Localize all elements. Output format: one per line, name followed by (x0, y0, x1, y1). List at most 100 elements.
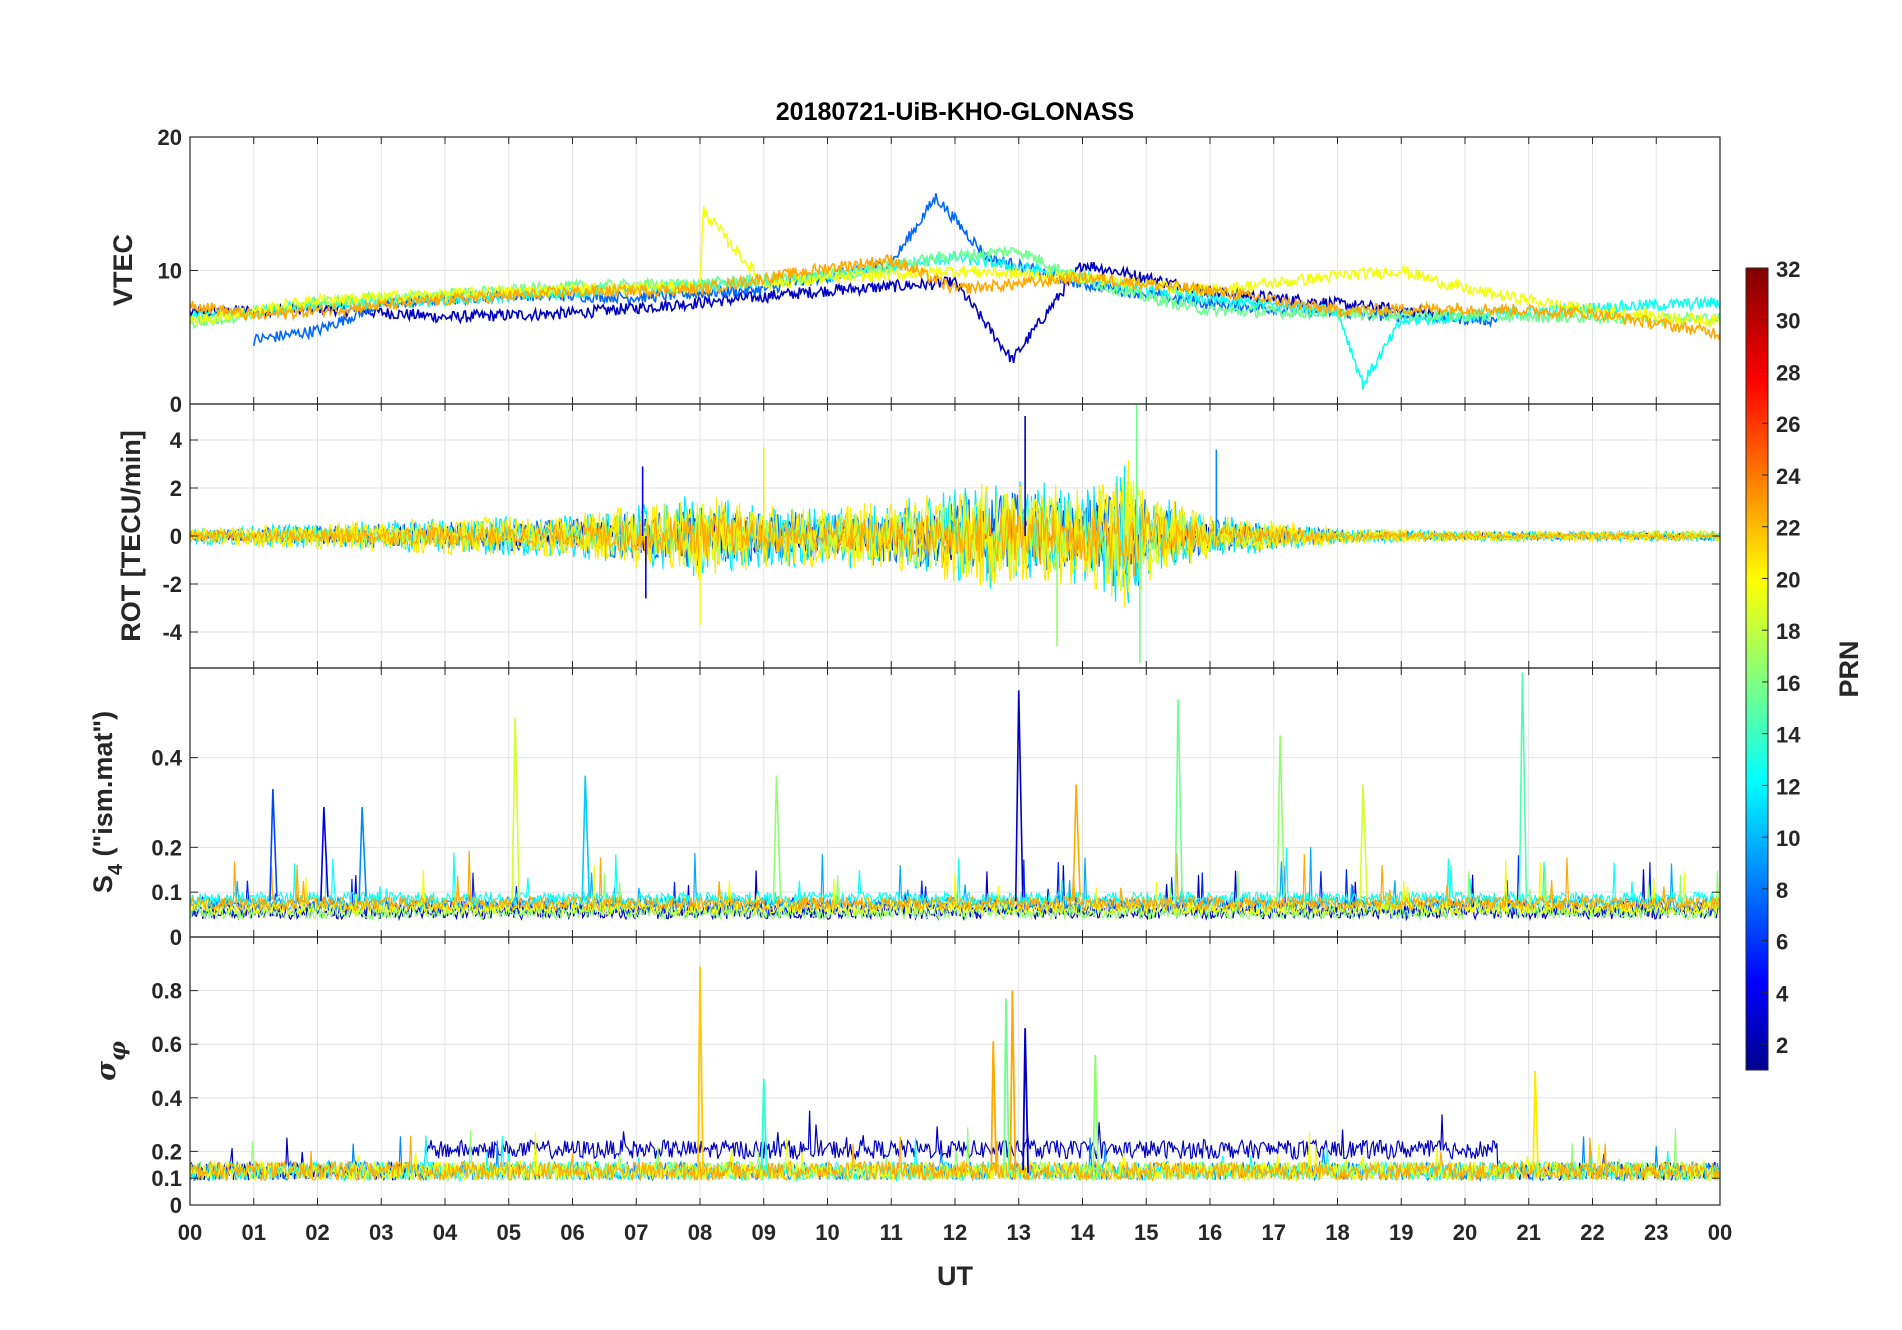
x-tick-label: 19 (1389, 1220, 1413, 1245)
x-tick-label: 17 (1262, 1220, 1286, 1245)
colorbar-label: PRN (1834, 640, 1864, 697)
s4-series-prn-23 (190, 850, 1720, 913)
s4-spike (1014, 690, 1024, 902)
colorbar-tick-label: 32 (1776, 257, 1800, 282)
x-tick-label: 11 (880, 1220, 903, 1245)
sigma-series-prn-3 (190, 1110, 1720, 1182)
y-tick-label: -2 (162, 572, 182, 597)
sigma-spike (1003, 998, 1010, 1173)
x-tick-label: 07 (624, 1220, 648, 1245)
vtec-ylabel: VTEC (108, 234, 138, 306)
vtec-series-prn-13 (190, 250, 1720, 390)
y-tick-label: 0.4 (151, 746, 182, 771)
colorbar-tick-label: 18 (1776, 619, 1800, 644)
vtec-series-prn-3 (190, 261, 1434, 364)
s4-spike (511, 717, 520, 902)
s4-ylabel: S4 ("ism.mat") (88, 711, 127, 893)
x-tick-label: 10 (815, 1220, 839, 1245)
s4-spike (358, 806, 367, 902)
rot-series-prn-23 (190, 500, 1720, 577)
x-tick-label: 21 (1517, 1220, 1541, 1245)
colorbar-tick-label: 10 (1776, 826, 1800, 851)
y-tick-label: 0 (170, 1193, 182, 1218)
vtec-series-prn-8 (253, 193, 1498, 346)
colorbar-tick-label: 12 (1776, 774, 1800, 799)
x-tick-label: 16 (1198, 1220, 1222, 1245)
y-tick-label: 0 (170, 925, 182, 950)
sigma-spike (1022, 1028, 1030, 1173)
y-tick-label: 0.4 (151, 1086, 182, 1111)
vtec-series-prn-20 (190, 206, 1720, 330)
chart-title: 20180721-UiB-KHO-GLONASS (776, 98, 1134, 126)
sigma-spike (990, 1041, 998, 1173)
plot-area-3 (190, 966, 1720, 1183)
x-tick-label: 04 (433, 1220, 458, 1245)
y-tick-label: 10 (158, 259, 182, 284)
grid-2 (190, 668, 1720, 938)
s4-series-prn-3 (190, 865, 1720, 922)
x-tick-label: 00 (178, 1220, 202, 1245)
s4-spike (581, 775, 591, 902)
colorbar-tick-label: 8 (1776, 878, 1788, 903)
y-tick-label: 0 (170, 392, 182, 417)
sigma-phi-panel: 00.10.2 0.4 0.6 0.8 (151, 936, 1721, 1218)
colorbar-tick-label: 30 (1776, 309, 1800, 334)
x-tick-label: 20 (1453, 1220, 1477, 1245)
s4-spike (1276, 735, 1285, 902)
x-tick-label: 22 (1580, 1220, 1604, 1245)
y-tick-label: 4 (170, 428, 183, 453)
x-tick-label: 02 (305, 1220, 329, 1245)
colorbar-tick-label: 26 (1776, 412, 1800, 437)
x-tick-label: 05 (497, 1220, 521, 1245)
x-tick-label: 06 (560, 1220, 584, 1245)
colorbar-gradient (1745, 267, 1769, 1071)
x-axis: 00 01 02 03 04 05 06 07 08 09 10 11 12 13 14 15 16 17 18 19… (178, 1220, 1732, 1245)
vtec-panel: 0 10 20 (158, 125, 1721, 417)
rot-ylabel: ROT [TECU/min] (116, 430, 146, 641)
x-tick-label: 01 (242, 1220, 266, 1245)
s4-spike (320, 806, 329, 902)
sigma-spike (1092, 1054, 1100, 1173)
x-tick-label: 08 (688, 1220, 712, 1245)
y-tick-label: 0.1 (151, 880, 182, 905)
y-tick-label: 0 (170, 524, 182, 549)
y-tick-label: 2 (170, 476, 182, 501)
sigma-spike (1532, 1070, 1540, 1173)
plot-area-1 (190, 404, 1720, 664)
y-tick-label: -4 (162, 620, 182, 645)
s4-series-prn-13 (190, 847, 1720, 908)
y-tick-label: 0.2 (151, 1139, 182, 1164)
sigma-spike (760, 1079, 768, 1173)
sigma-spike (697, 966, 704, 1173)
s4-spike (1072, 784, 1081, 902)
sigma-series-prn-23 (190, 1135, 1720, 1183)
x-tick-label: 13 (1007, 1220, 1031, 1245)
x-tick-label: 15 (1134, 1220, 1158, 1245)
s4-spike (1174, 699, 1183, 902)
x-tick-label: 18 (1325, 1220, 1349, 1245)
grid-0 (190, 136, 1720, 405)
colorbar-tick-label: 16 (1776, 671, 1800, 696)
s4-spike (1518, 672, 1528, 902)
rot-panel: -4 -2 0 2 4 (162, 403, 1721, 669)
y-tick-label: 0.2 (151, 835, 182, 860)
s4-spike (772, 775, 782, 902)
x-tick-label: 03 (369, 1220, 393, 1245)
y-tick-label: 0.8 (151, 979, 182, 1004)
x-tick-label: 12 (943, 1220, 967, 1245)
colorbar-tick-label: 14 (1776, 723, 1801, 748)
colorbar-tick-label: 28 (1776, 360, 1800, 385)
s4-spike (1359, 784, 1368, 902)
y-tick-label: 0.6 (151, 1032, 182, 1057)
x-tick-label: 09 (752, 1220, 776, 1245)
colorbar-tick-label: 22 (1776, 516, 1800, 541)
y-tick-label: 0.1 (151, 1166, 182, 1191)
sigma-spike (1009, 990, 1017, 1173)
x-tick-label: 00 (1708, 1220, 1732, 1245)
plot-area-2 (190, 672, 1720, 922)
s4-panel: 0 0.1 0.2 0.4 (151, 667, 1721, 950)
x-tick-label: 23 (1644, 1220, 1668, 1245)
y-tick-label: 20 (158, 125, 182, 150)
